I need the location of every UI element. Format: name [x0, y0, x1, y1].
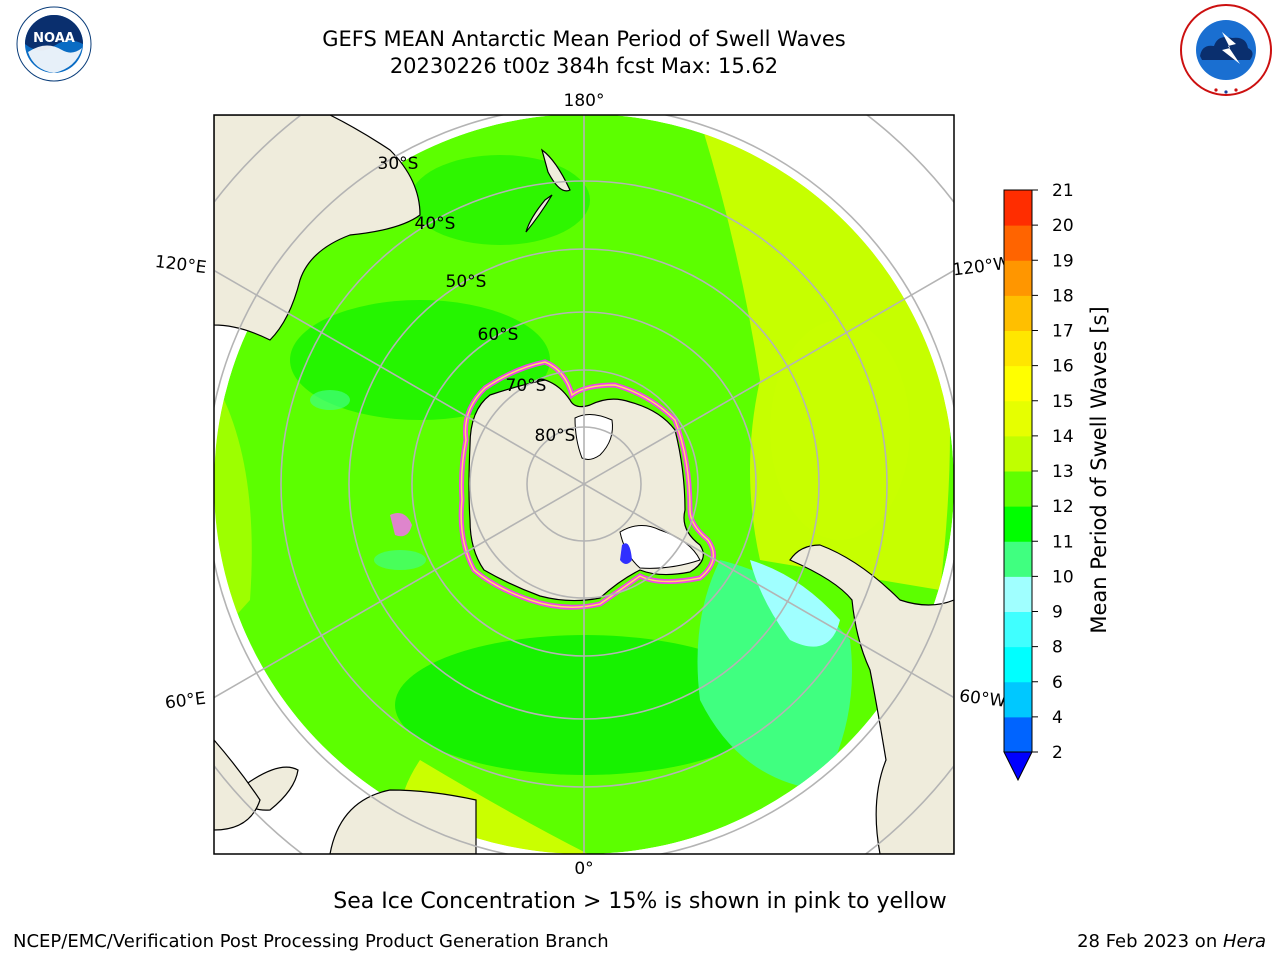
graticule: [214, 115, 954, 854]
colorbar-tick-label: 21: [1052, 181, 1074, 201]
colorbar-segment: [1004, 400, 1032, 437]
lon-label-180: 180°: [564, 91, 605, 111]
footer-date: 28 Feb 2023 on Hera: [1077, 931, 1266, 952]
colorbar-tick-label: 16: [1052, 357, 1074, 377]
colorbar: 2 4 6 8 9 10 11 12 13 14 15 16 17 18 19 20 21: [1003, 181, 1074, 782]
lon-label-0: 0°: [574, 859, 593, 879]
colorbar-extend-arrow: [1003, 751, 1033, 782]
colorbar-segment: [1004, 260, 1032, 296]
noaa-logo: NOAA: [16, 6, 92, 82]
colorbar-segment: [1004, 471, 1032, 507]
lon-label-60e-left: 60°E: [164, 689, 207, 714]
lat-label-40s: 40°S: [415, 214, 456, 234]
colorbar-tick-label: 19: [1052, 251, 1074, 271]
colorbar-segment: [1004, 330, 1032, 367]
colorbar-segment: [1004, 506, 1032, 542]
lat-label-60s: 60°S: [478, 325, 519, 345]
title-line-2: 20230226 t00z 384h fcst Max: 15.62: [389, 54, 779, 78]
colorbar-tick-label: 12: [1052, 497, 1074, 517]
footer-machine: Hera: [1222, 931, 1266, 952]
colorbar-tick-label: 15: [1052, 392, 1074, 412]
colorbar-tick-label: 4: [1052, 708, 1063, 728]
footer-date-text: 28 Feb 2023 on: [1077, 931, 1223, 952]
colorbar-tick-label: 18: [1052, 286, 1074, 306]
colorbar-tick-label: 8: [1052, 638, 1063, 658]
lat-label-70s: 70°S: [506, 376, 547, 396]
colorbar-tick-label: 9: [1052, 603, 1063, 623]
lon-label-60w: 60°W: [958, 686, 1007, 712]
svg-text:NOAA: NOAA: [33, 31, 75, 46]
colorbar-segment: [1004, 576, 1032, 612]
lon-label-120e: 120°E: [154, 252, 208, 278]
lat-label-30s: 30°S: [378, 154, 419, 174]
sea-ice-note: Sea Ice Concentration > 15% is shown in …: [333, 889, 947, 914]
colorbar-tick-label: 10: [1052, 567, 1074, 587]
colorbar-tick-label: 20: [1052, 216, 1074, 236]
colorbar-tick-label: 13: [1052, 462, 1074, 482]
lon-label-120w: 120°W: [952, 254, 1012, 281]
map-frame: [213, 114, 955, 855]
colorbar-segment: [1004, 646, 1032, 683]
colorbar-segment: [1004, 295, 1032, 331]
footer-credit: NCEP/EMC/Verification Post Processing Pr…: [13, 931, 609, 952]
colorbar-tick-label: 11: [1052, 532, 1074, 552]
colorbar-segment: [1004, 541, 1032, 577]
colorbar-segment: [1004, 611, 1032, 648]
title-line-1: GEFS MEAN Antarctic Mean Period of Swell…: [322, 27, 846, 51]
colorbar-segment: [1004, 716, 1032, 753]
colorbar-segment: [1004, 365, 1032, 402]
lat-label-80s: 80°S: [535, 426, 576, 446]
colorbar-segment: [1004, 190, 1032, 226]
colorbar-tick-label: 14: [1052, 427, 1074, 447]
lat-label-50s: 50°S: [446, 272, 487, 292]
colorbar-tick-label: 2: [1052, 743, 1063, 763]
map-area: [214, 115, 954, 854]
colorbar-label: Mean Period of Swell Waves [s]: [1087, 306, 1111, 633]
colorbar-segment: [1004, 681, 1032, 718]
colorbar-tick-label: 17: [1052, 322, 1074, 342]
colorbar-tick-label: 6: [1052, 673, 1063, 693]
nws-logo: [1180, 4, 1272, 96]
colorbar-segment: [1004, 225, 1032, 261]
colorbar-segment: [1004, 435, 1032, 472]
